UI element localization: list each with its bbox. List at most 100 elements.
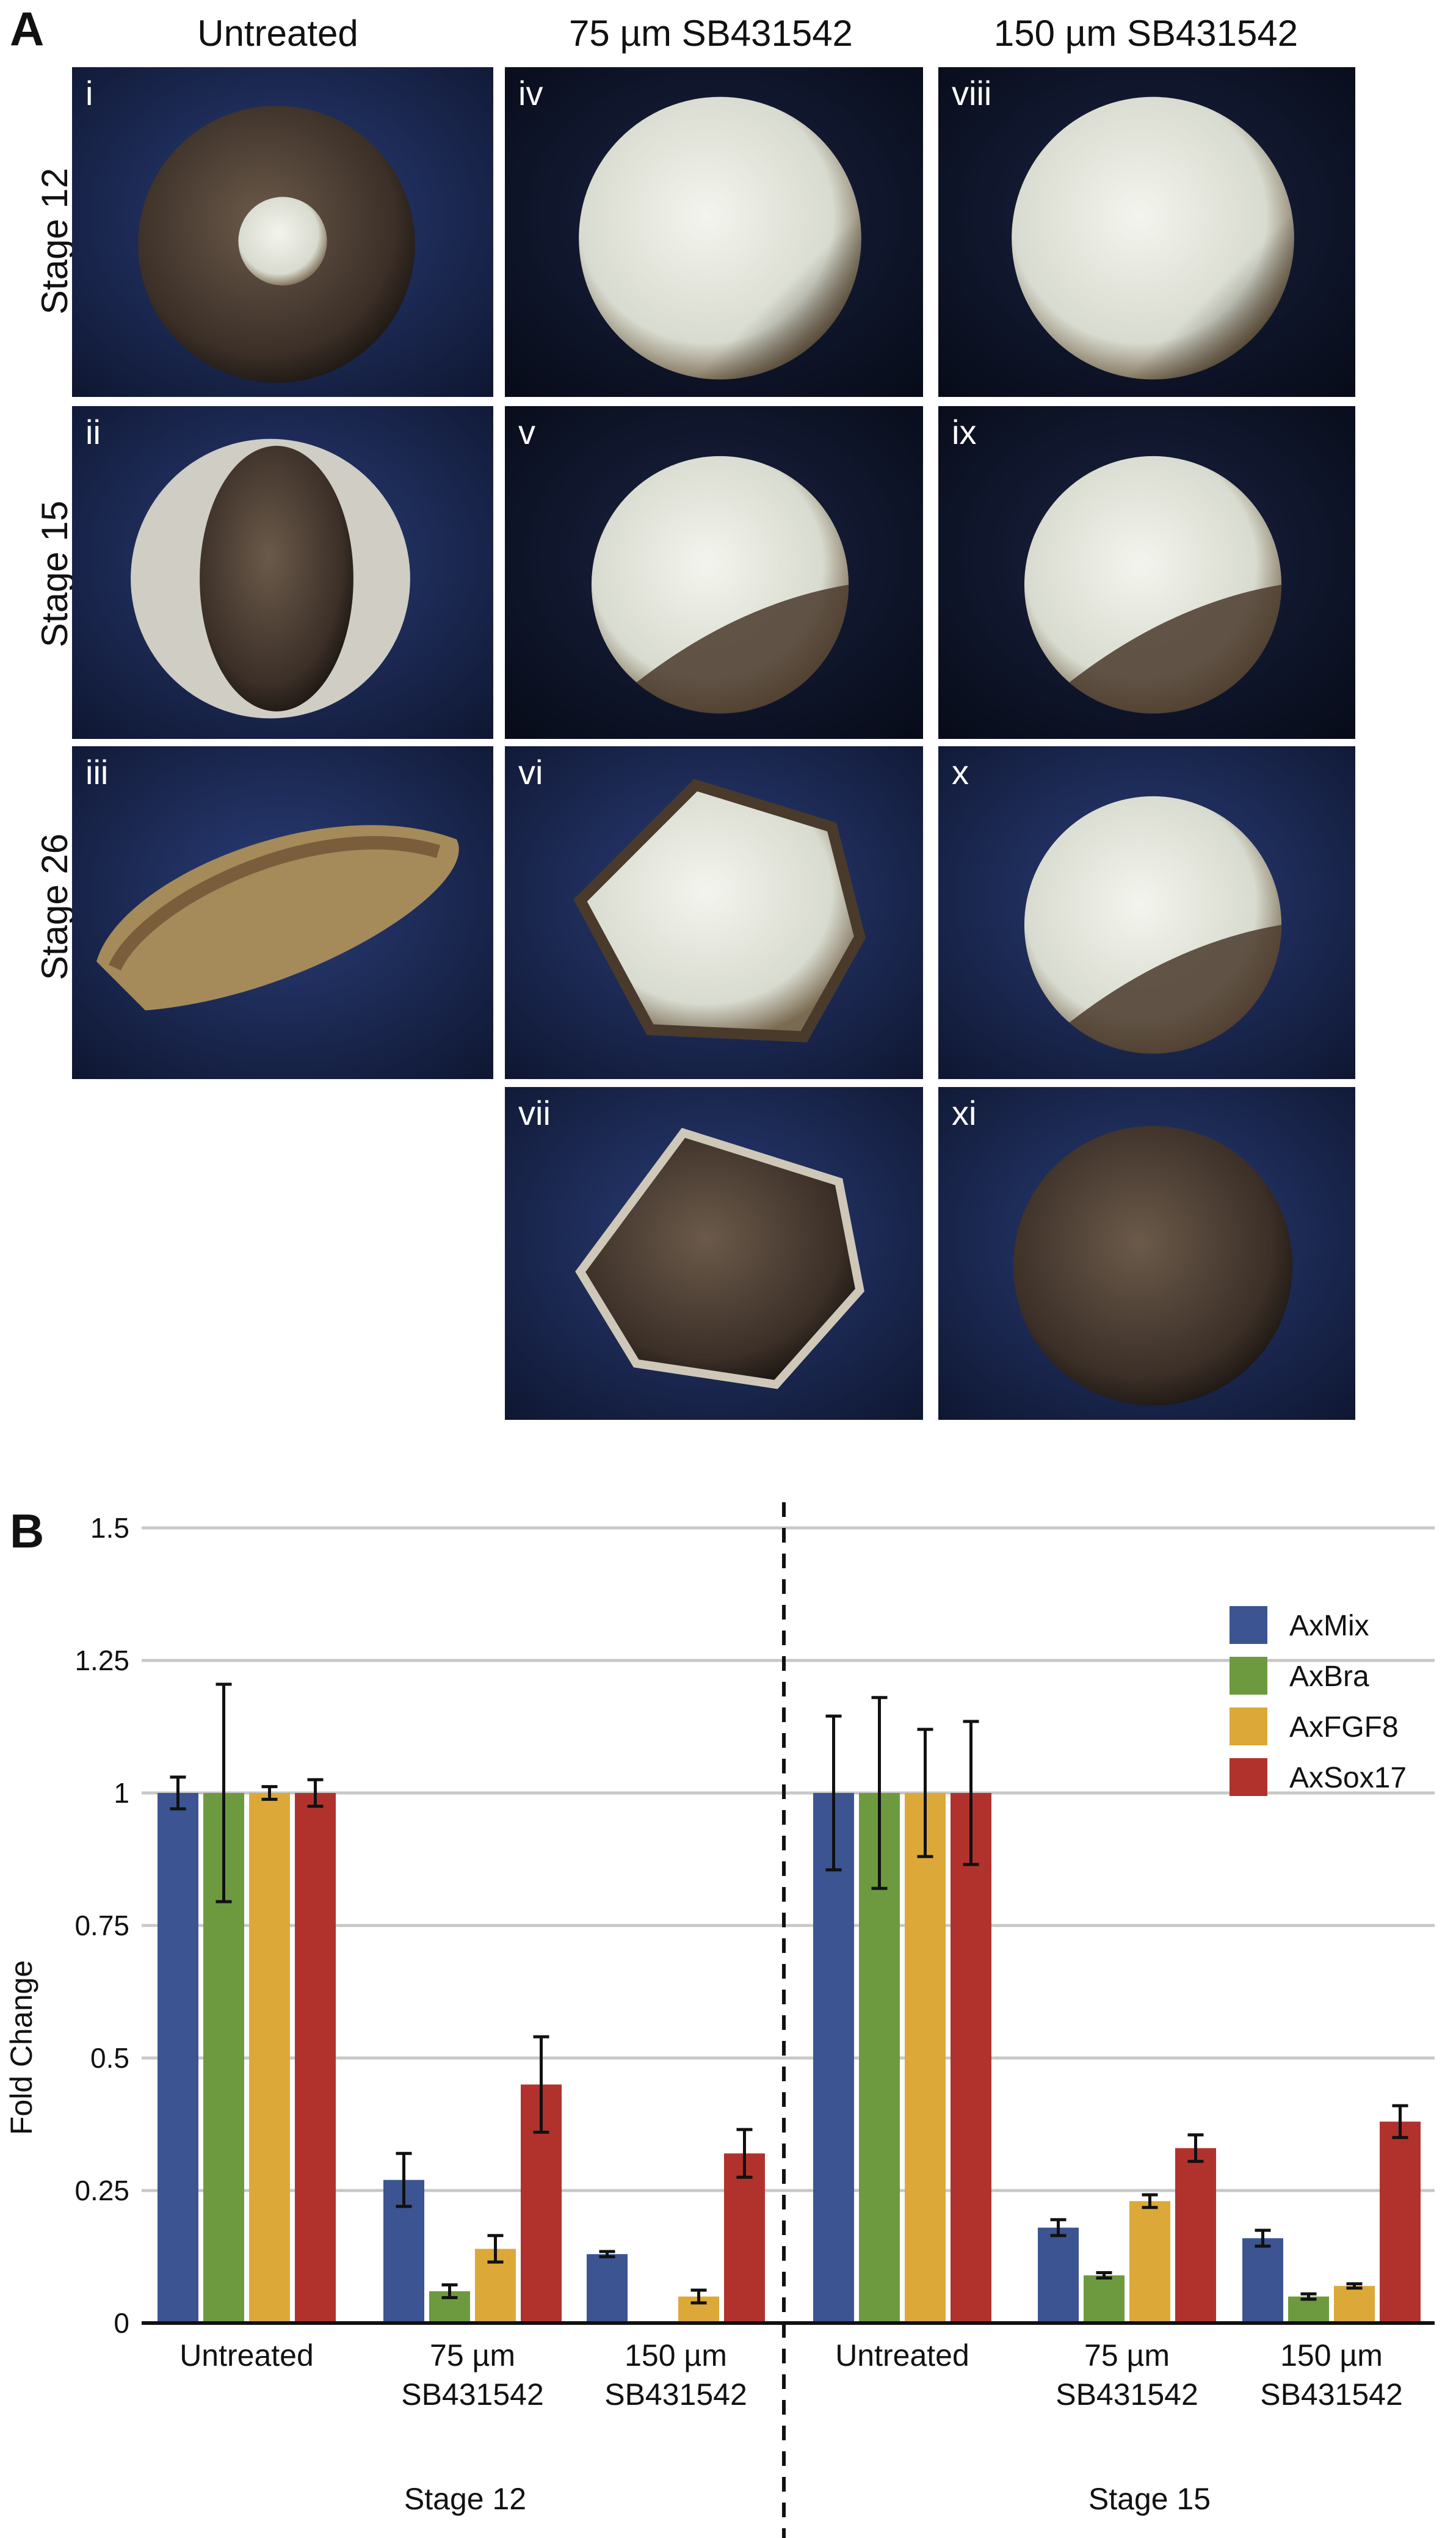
legend-label: AxBra [1289,1660,1369,1693]
error-bar [1142,2193,1158,2209]
y-tick-label: 0.25 [74,2175,129,2206]
embryo-image-viii: viii [938,67,1355,397]
y-tick-label: 1.25 [74,1645,129,1676]
y-tick-label: 0.5 [90,2042,129,2074]
axes [142,1502,1435,2538]
row-header-stage-12: Stage 12 [34,167,75,315]
bar [587,2254,628,2323]
bar [249,1793,290,2323]
bar [724,2153,765,2323]
error-bar [1346,2282,1363,2290]
embryo-image-ii: ii [72,406,493,739]
x-category-label: 75 µm SB431542 [401,2338,544,2412]
error-bar [690,2288,707,2305]
tile-label-v: v [518,413,535,451]
column-header-75um: 75 µm SB431542 [569,13,853,54]
legend-swatch [1230,1758,1267,1796]
error-bar [1300,2292,1317,2301]
error-bar [216,1682,232,1904]
bar [1038,2227,1079,2323]
bar [1380,2122,1421,2323]
x-category-label: Untreated [835,2338,969,2373]
x-category-label: 150 µm SB431542 [1260,2338,1403,2412]
tile-label-ix: ix [952,413,977,451]
x-category-label: 150 µm SB431542 [604,2338,747,2412]
embryo-image-iii: iii [72,746,493,1079]
row-header-stage-15: Stage 15 [34,500,75,648]
legend-swatch [1230,1606,1267,1644]
y-tick-label: 0.75 [74,1910,129,1941]
error-bar [825,1714,842,1872]
panel-a-letter: A [10,2,45,56]
y-tick-label: 0 [114,2307,129,2339]
error-bar [599,2250,615,2258]
bar [1084,2275,1125,2323]
error-bar [170,1775,186,1811]
error-bar [1050,2218,1067,2238]
embryo-image-vii: vii [505,1087,923,1420]
embryo-image-x: x [938,746,1355,1079]
stage-group-label: Stage 12 [404,2482,526,2516]
bar [158,1793,198,2323]
error-bar [736,2128,753,2179]
embryo-image-i: i [72,67,493,397]
legend-item: AxMix [1230,1606,1369,1644]
panel-b-letter: B [10,1504,45,1558]
error-bars [170,1682,1408,2305]
legend-item: AxSox17 [1230,1758,1407,1796]
error-bar [261,1785,278,1801]
tile-label-viii: viii [952,74,992,112]
error-bar [1096,2271,1112,2280]
legend-label: AxSox17 [1289,1762,1407,1794]
error-bar [396,2151,412,2208]
bar [1288,2296,1329,2323]
bar [951,1793,991,2323]
legend-label: AxFGF8 [1289,1711,1399,1744]
y-tick-label: 1 [114,1777,129,1809]
tile-label-xi: xi [952,1094,977,1132]
legend-swatch [1230,1707,1267,1745]
tile-label-x: x [952,753,969,791]
tile-label-ii: ii [85,413,101,451]
bar [905,1793,946,2323]
tile-label-vii: vii [518,1094,551,1132]
bar [813,1793,854,2323]
embryo-image-v: v [505,406,923,739]
error-bar [963,1720,979,1866]
embryo-image-ix: ix [938,406,1355,739]
gridlines [142,1526,1435,2192]
legend-label: AxMix [1289,1610,1369,1642]
bar [1129,2201,1170,2323]
error-bar [871,1696,888,1890]
error-bar [487,2234,504,2264]
error-bar [917,1728,933,1858]
tile-label-i: i [85,74,93,112]
axis-labels: 0 0.25 0.5 0.75 1 1.25 1.5 Fold Change Untreated… [4,1512,1403,2516]
embryo-image-xi: xi [938,1087,1355,1420]
stage-group-label: Stage 15 [1088,2482,1211,2516]
column-header-150um: 150 µm SB431542 [993,13,1298,54]
x-category-label: 75 µm SB431542 [1056,2338,1198,2412]
embryo-image-iv: iv [505,67,923,397]
legend: AxMix AxBra AxFGF8 AxSox17 [1230,1606,1407,1796]
bar [1242,2238,1283,2323]
error-bar [1392,2104,1408,2139]
tile-label-iii: iii [85,753,109,791]
error-bar [307,1778,324,1808]
row-header-stage-26: Stage 26 [34,833,75,981]
legend-item: AxBra [1230,1657,1369,1695]
error-bar [1187,2133,1204,2163]
x-category-label: Untreated [179,2338,314,2373]
column-header-untreated: Untreated [197,13,358,54]
tile-label-vi: vi [518,753,543,791]
embryo-image-vi: vi [505,746,923,1079]
legend-item: AxFGF8 [1230,1707,1399,1745]
bar [295,1793,336,2323]
y-axis-title: Fold Change [4,1960,38,2135]
error-bar [441,2283,458,2299]
legend-swatch [1230,1657,1267,1695]
y-tick-label: 1.5 [90,1512,129,1544]
error-bar [1255,2228,1271,2248]
bar [1175,2148,1216,2323]
fold-change-bar-chart: 0 0.25 0.5 0.75 1 1.25 1.5 Fold Change Untreated… [4,1502,1435,2538]
